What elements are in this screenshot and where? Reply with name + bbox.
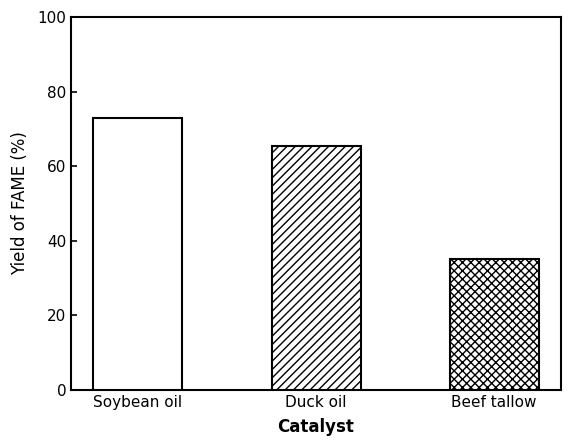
X-axis label: Catalyst: Catalyst <box>277 418 355 436</box>
Bar <box>272 146 360 390</box>
Y-axis label: Yield of FAME (%): Yield of FAME (%) <box>11 131 29 275</box>
Bar <box>450 259 539 390</box>
Bar <box>93 118 182 390</box>
